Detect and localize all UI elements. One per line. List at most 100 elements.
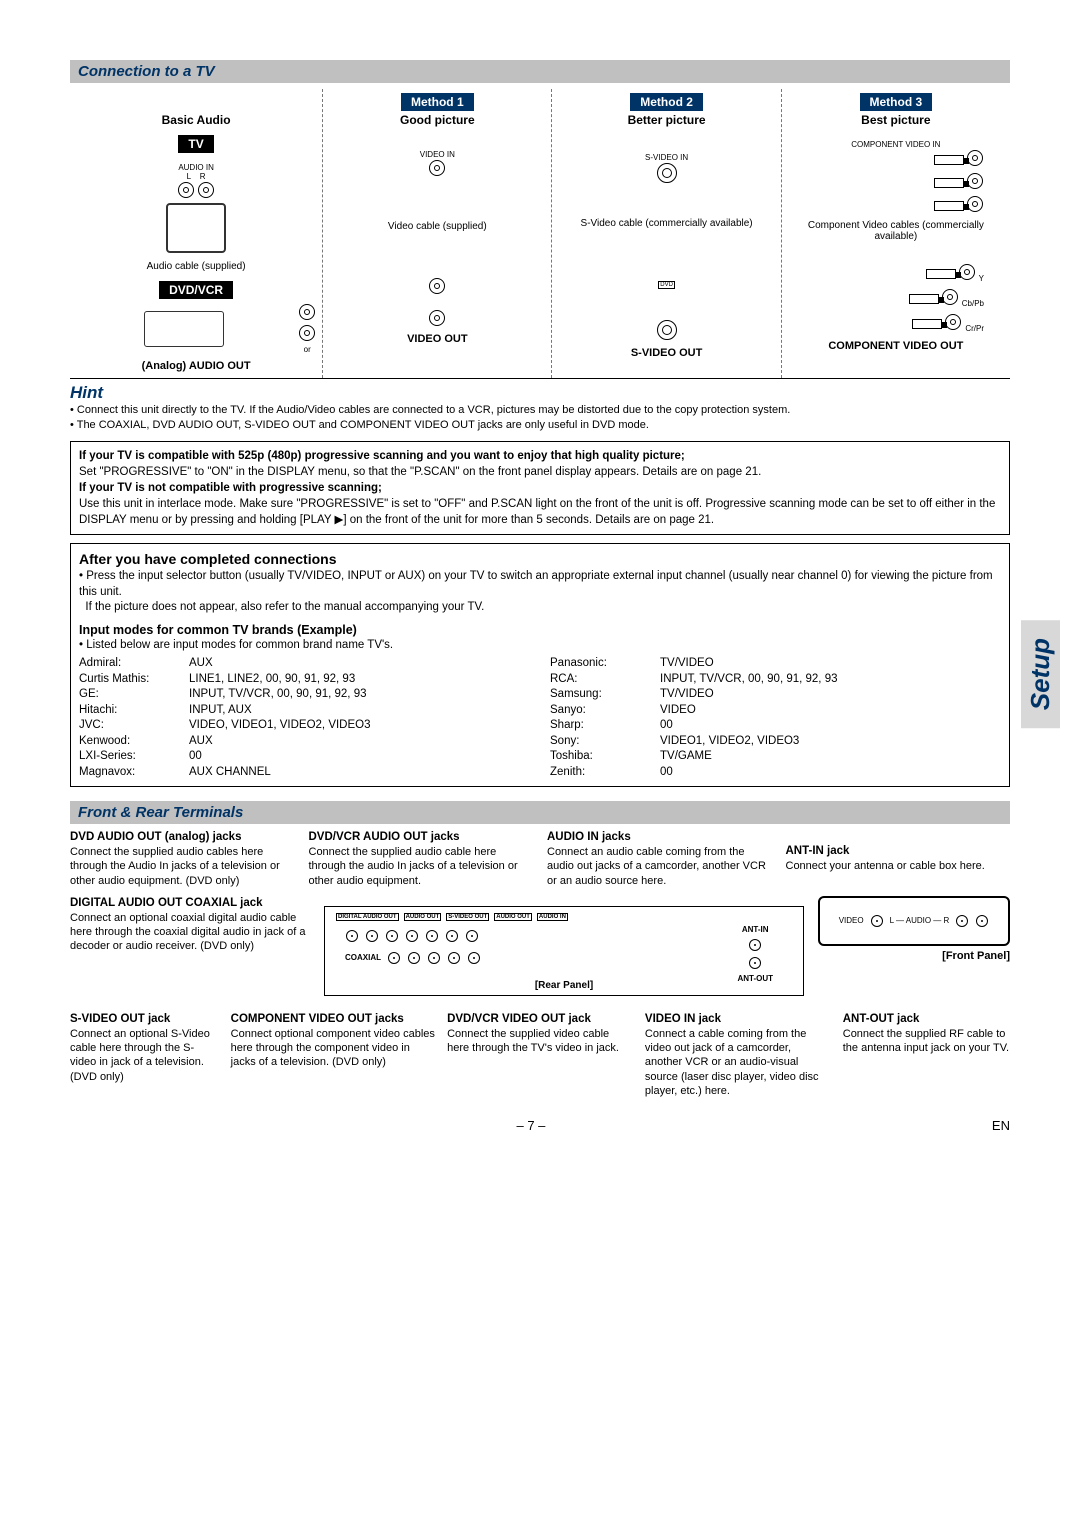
- term-bot-3-d: Connect a cable coming from the video ou…: [645, 1028, 819, 1097]
- col2-cable: S-Video cable (commercially available): [581, 218, 753, 229]
- dvd-tag: DVD/VCR: [159, 281, 233, 299]
- brand-row: Magnavox:AUX CHANNEL: [79, 765, 530, 781]
- side-tab-setup: Setup: [1021, 620, 1060, 728]
- col-method1: Method 1 Good picture VIDEO IN Video cab…: [322, 89, 551, 378]
- rear-panel-diagram: DIGITAL AUDIO OUTAUDIO OUTS-VIDEO OUT AU…: [324, 906, 804, 996]
- hint-title: Hint: [70, 383, 1010, 403]
- term-bot-0: S-VIDEO OUT jackConnect an optional S-Vi…: [70, 1012, 219, 1098]
- front-panel-diagram: VIDEO L — AUDIO — R: [818, 896, 1010, 946]
- term-bot-4-d: Connect the supplied RF cable to the ant…: [843, 1028, 1009, 1054]
- modes-sub: Listed below are input modes for common …: [86, 639, 393, 651]
- term-bot-4-t: ANT-OUT jack: [843, 1012, 1010, 1027]
- modes-title: Input modes for common TV brands (Exampl…: [79, 622, 1001, 639]
- term-top-3: ANT-IN jackConnect your antenna or cable…: [786, 830, 1011, 888]
- term-bot-4: ANT-OUT jackConnect the supplied RF cabl…: [843, 1012, 1010, 1098]
- brand-row: Toshiba:TV/GAME: [550, 749, 1001, 765]
- col0-sub: Basic Audio: [76, 113, 316, 127]
- term-top-1-d: Connect the supplied audio cable here th…: [309, 846, 518, 887]
- col-method2: Method 2 Better picture S-VIDEO IN S-Vid…: [551, 89, 780, 378]
- method2-tag: Method 2: [630, 93, 703, 111]
- hint-body: • Connect this unit directly to the TV. …: [70, 403, 1010, 433]
- brand-row: Kenwood:AUX: [79, 734, 530, 750]
- term-top-2: AUDIO IN jacksConnect an audio cable com…: [547, 830, 772, 888]
- page-number: – 7 –: [517, 1118, 546, 1133]
- col2-out: S-VIDEO OUT: [558, 341, 774, 359]
- tv-diagram-2: S-VIDEO IN S-Video cable (commercially a…: [558, 131, 774, 251]
- col3-out: COMPONENT VIDEO OUT: [788, 334, 1004, 352]
- term-top-1: DVD/VCR AUDIO OUT jacksConnect the suppl…: [309, 830, 534, 888]
- front-panel-label: [Front Panel]: [818, 950, 1010, 962]
- brand-row: Samsung:TV/VIDEO: [550, 687, 1001, 703]
- term-bot-0-t: S-VIDEO OUT jack: [70, 1012, 219, 1027]
- terminals-bottom-grid: S-VIDEO OUT jackConnect an optional S-Vi…: [70, 1012, 1010, 1098]
- term-bot-1: COMPONENT VIDEO OUT jacksConnect optiona…: [231, 1012, 435, 1098]
- svideo-in-label: S-VIDEO IN: [645, 153, 688, 162]
- hint-b2: The COAXIAL, DVD AUDIO OUT, S-VIDEO OUT …: [77, 419, 649, 431]
- section-terminals-title: Front & Rear Terminals: [70, 801, 1010, 824]
- col0-out: (Analog) AUDIO OUT: [76, 354, 316, 372]
- brand-row: Curtis Mathis:LINE1, LINE2, 00, 90, 91, …: [79, 672, 530, 688]
- term-mid-t: DIGITAL AUDIO OUT COAXIAL jack: [70, 896, 310, 911]
- tv-icon: [166, 203, 226, 253]
- term-bot-2-t: DVD/VCR VIDEO OUT jack: [447, 1012, 633, 1027]
- after-box: After you have completed connections • P…: [70, 543, 1010, 787]
- term-top-2-d: Connect an audio cable coming from the a…: [547, 846, 766, 887]
- page-code: EN: [992, 1118, 1010, 1133]
- info-p2: Use this unit in interlace mode. Make su…: [79, 498, 995, 526]
- term-top-2-t: AUDIO IN jacks: [547, 830, 772, 845]
- term-mid: DIGITAL AUDIO OUT COAXIAL jack Connect a…: [70, 896, 310, 954]
- front-panel-wrap: VIDEO L — AUDIO — R [Front Panel]: [818, 896, 1010, 962]
- brand-row: Zenith:00: [550, 765, 1001, 781]
- brand-row: JVC:VIDEO, VIDEO1, VIDEO2, VIDEO3: [79, 718, 530, 734]
- video-in-label: VIDEO IN: [420, 150, 455, 159]
- brand-row: LXI-Series:00: [79, 749, 530, 765]
- progressive-info: If your TV is compatible with 525p (480p…: [70, 441, 1010, 535]
- brand-row: Sanyo:VIDEO: [550, 703, 1001, 719]
- col2-sub: Better picture: [558, 113, 774, 127]
- brand-row: RCA:INPUT, TV/VCR, 00, 90, 91, 92, 93: [550, 672, 1001, 688]
- term-bot-1-t: COMPONENT VIDEO OUT jacks: [231, 1012, 435, 1027]
- term-bot-0-d: Connect an optional S-Video cable here t…: [70, 1028, 210, 1083]
- term-bot-1-d: Connect optional component video cables …: [231, 1028, 435, 1069]
- brand-row: Admiral:AUX: [79, 656, 530, 672]
- term-bot-2-d: Connect the supplied video cable here th…: [447, 1028, 619, 1054]
- method3-tag: Method 3: [860, 93, 933, 111]
- term-mid-d: Connect an optional coaxial digital audi…: [70, 912, 305, 953]
- term-top-0-d: Connect the supplied audio cables here t…: [70, 846, 280, 887]
- col3-cable: Component Video cables (commercially ava…: [788, 220, 1004, 242]
- after-title: After you have completed connections: [79, 550, 1001, 569]
- or-label: or: [298, 345, 316, 354]
- section-connection-title: Connection to a TV: [70, 60, 1010, 83]
- col3-sub: Best picture: [788, 113, 1004, 127]
- connection-grid: Basic Audio TV AUDIO IN L R Audio cable …: [70, 89, 1010, 379]
- brand-row: Hitachi:INPUT, AUX: [79, 703, 530, 719]
- comp-in-label: COMPONENT VIDEO IN: [851, 140, 940, 149]
- brand-row: Panasonic:TV/VIDEO: [550, 656, 1001, 672]
- brand-row: Sharp:00: [550, 718, 1001, 734]
- term-top-3-t: ANT-IN jack: [786, 844, 1011, 859]
- term-top-3-d: Connect your antenna or cable box here.: [786, 860, 985, 872]
- tv-diagram-3: COMPONENT VIDEO IN Component Video cable…: [788, 131, 1004, 251]
- audio-in-label: AUDIO IN: [178, 163, 214, 172]
- brand-row: GE:INPUT, TV/VCR, 00, 90, 91, 92, 93: [79, 687, 530, 703]
- col1-cable: Video cable (supplied): [388, 221, 487, 232]
- col-basic: Basic Audio TV AUDIO IN L R Audio cable …: [70, 89, 322, 378]
- term-bot-3-t: VIDEO IN jack: [645, 1012, 831, 1027]
- info-p1: Set "PROGRESSIVE" to "ON" in the DISPLAY…: [79, 466, 761, 478]
- col1-sub: Good picture: [329, 113, 545, 127]
- col1-out: VIDEO OUT: [329, 327, 545, 345]
- after-b2: If the picture does not appear, also ref…: [85, 601, 484, 613]
- tv-diagram-1: VIDEO IN Video cable (supplied): [329, 131, 545, 251]
- info-p2b: If your TV is not compatible with progre…: [79, 482, 382, 494]
- term-top-0: DVD AUDIO OUT (analog) jacksConnect the …: [70, 830, 295, 888]
- info-p1b: If your TV is compatible with 525p (480p…: [79, 450, 685, 462]
- tv-tag: TV: [178, 135, 213, 153]
- col0-cable: Audio cable (supplied): [147, 261, 246, 272]
- rear-panel-label: [Rear Panel]: [535, 980, 593, 991]
- brand-table: Admiral:AUXCurtis Mathis:LINE1, LINE2, 0…: [79, 656, 1001, 780]
- term-bot-2: DVD/VCR VIDEO OUT jackConnect the suppli…: [447, 1012, 633, 1098]
- terminals-top-grid: DVD AUDIO OUT (analog) jacksConnect the …: [70, 830, 1010, 888]
- method1-tag: Method 1: [401, 93, 474, 111]
- dvd-icon: [144, 311, 224, 347]
- page-footer: – 7 – EN: [70, 1118, 1010, 1133]
